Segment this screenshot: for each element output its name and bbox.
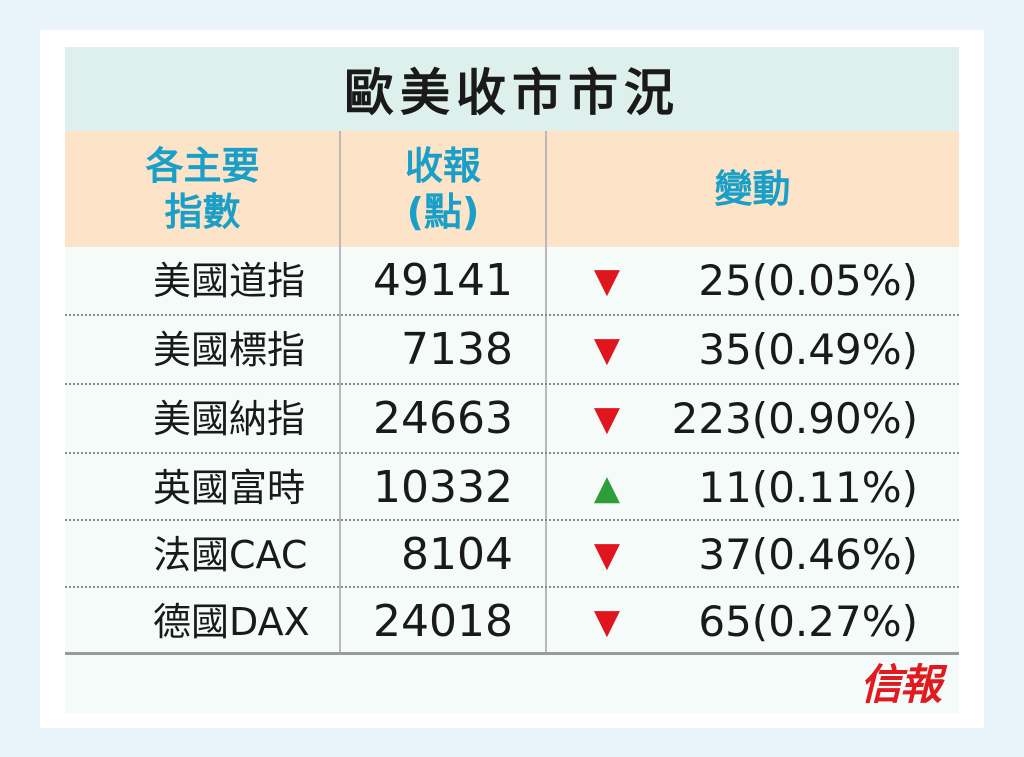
- table-title: 歐美收市市況: [344, 64, 680, 122]
- row-divider: [65, 586, 959, 588]
- table-row: 英國富時: [65, 454, 959, 522]
- index-name: 美國道指: [153, 259, 306, 303]
- down-arrow-icon: ▼: [593, 261, 621, 301]
- change-value: 35(0.49%): [698, 325, 918, 374]
- header-change: 變動: [546, 131, 959, 247]
- row-divider: [65, 383, 959, 385]
- table-row: 德國DAX: [65, 588, 959, 656]
- header-change-label: 變動: [714, 167, 791, 211]
- index-name: 美國納指: [153, 397, 306, 441]
- header-close: 收報 (點): [340, 131, 546, 247]
- column-divider: [339, 131, 341, 655]
- change-value: 37(0.46%): [698, 530, 918, 579]
- close-value: 7138: [401, 324, 513, 375]
- index-name: 德國DAX: [153, 600, 310, 644]
- table-row: 美國道指: [65, 247, 959, 315]
- change-value: 25(0.05%): [698, 256, 918, 305]
- index-name: 法國CAC: [153, 533, 308, 577]
- header-close-line2: (點): [406, 190, 480, 234]
- publisher-logo: 信報: [859, 660, 942, 709]
- column-divider: [545, 131, 547, 655]
- close-value: 24663: [373, 393, 513, 444]
- close-value: 24018: [373, 596, 513, 647]
- index-name: 英國富時: [153, 466, 306, 510]
- table-row: 美國標指: [65, 316, 959, 384]
- down-arrow-icon: ▼: [593, 330, 621, 370]
- header-index-line2: 指數: [164, 190, 241, 234]
- table-header: [65, 131, 959, 247]
- header-close-line1: 收報: [404, 144, 481, 188]
- table-row: 法國CAC: [65, 521, 959, 589]
- down-arrow-icon: ▼: [593, 535, 621, 575]
- down-arrow-icon: ▼: [593, 602, 621, 642]
- change-value: 223(0.90%): [671, 394, 918, 443]
- table-bottom-border: [65, 652, 959, 655]
- header-index-line1: 各主要: [145, 144, 260, 188]
- change-value: 11(0.11%): [698, 463, 918, 512]
- table-row: 美國納指: [65, 385, 959, 453]
- close-value: 8104: [401, 529, 513, 580]
- row-divider: [65, 314, 959, 316]
- change-value: 65(0.27%): [698, 597, 918, 646]
- up-arrow-icon: ▲: [593, 468, 621, 508]
- down-arrow-icon: ▼: [593, 399, 621, 439]
- row-divider: [65, 452, 959, 454]
- header-index: 各主要 指數: [65, 131, 340, 247]
- close-value: 10332: [373, 462, 513, 513]
- close-value: 49141: [373, 255, 513, 306]
- row-divider: [65, 519, 959, 521]
- index-name: 美國標指: [153, 328, 306, 372]
- title-bar: [65, 47, 959, 131]
